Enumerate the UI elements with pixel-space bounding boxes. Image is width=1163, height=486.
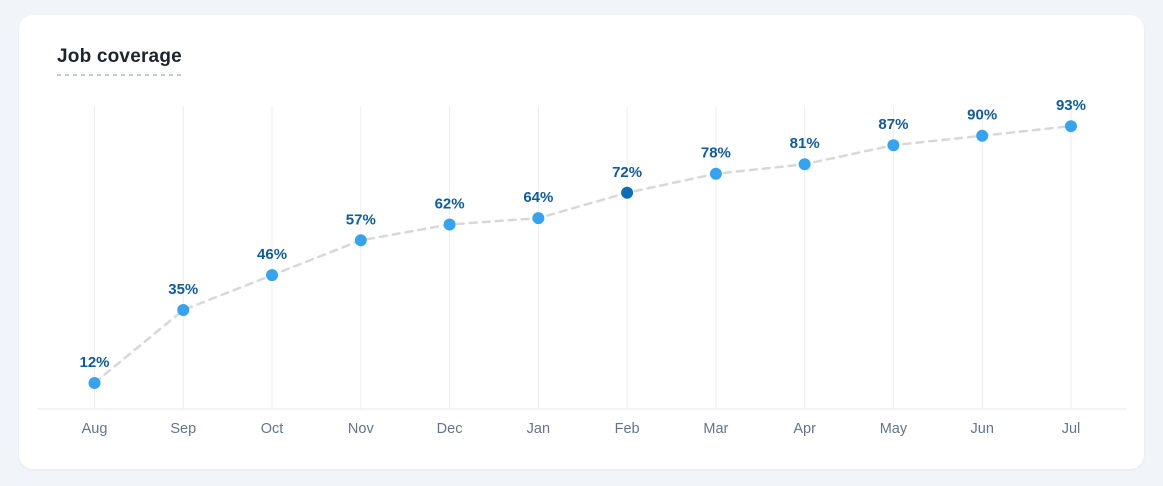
data-label-feb: 72% [612, 164, 642, 181]
x-axis-label-feb: Feb [615, 421, 640, 437]
data-label-jul: 93% [1056, 97, 1086, 114]
data-label-apr: 81% [790, 135, 820, 152]
data-label-jan: 64% [523, 189, 553, 206]
x-axis-label-jan: Jan [527, 421, 550, 437]
data-label-aug: 12% [79, 354, 109, 371]
chart-title: Job coverage [57, 46, 182, 76]
data-label-nov: 57% [346, 211, 376, 228]
x-axis-label-may: May [880, 421, 908, 437]
data-point-sep[interactable] [177, 304, 190, 317]
data-point-apr[interactable] [798, 158, 811, 171]
data-point-aug[interactable] [88, 376, 101, 389]
data-point-dec[interactable] [443, 218, 456, 231]
data-point-may[interactable] [887, 139, 900, 152]
x-axis-label-oct: Oct [261, 421, 284, 437]
data-label-dec: 62% [435, 195, 465, 212]
data-point-jun[interactable] [976, 129, 989, 142]
x-axis-label-sep: Sep [170, 421, 196, 437]
data-point-nov[interactable] [354, 234, 367, 247]
data-point-jan[interactable] [532, 212, 545, 225]
x-axis-label-apr: Apr [793, 421, 816, 437]
x-axis-label-jun: Jun [971, 421, 994, 437]
x-axis-label-dec: Dec [437, 421, 463, 437]
x-axis-label-aug: Aug [82, 421, 108, 437]
x-axis-label-nov: Nov [348, 421, 375, 437]
data-point-mar[interactable] [709, 167, 722, 180]
x-axis-label-jul: Jul [1062, 421, 1081, 437]
trend-line [93, 124, 1073, 385]
data-label-jun: 90% [967, 107, 997, 124]
data-label-mar: 78% [701, 145, 731, 162]
x-axis-label-mar: Mar [703, 421, 728, 437]
data-label-sep: 35% [168, 281, 198, 298]
data-point-feb[interactable] [621, 186, 634, 199]
data-point-oct[interactable] [266, 269, 279, 282]
data-point-jul[interactable] [1064, 120, 1077, 133]
data-label-oct: 46% [257, 246, 287, 263]
job-coverage-card [19, 15, 1144, 469]
data-label-may: 87% [878, 116, 908, 133]
